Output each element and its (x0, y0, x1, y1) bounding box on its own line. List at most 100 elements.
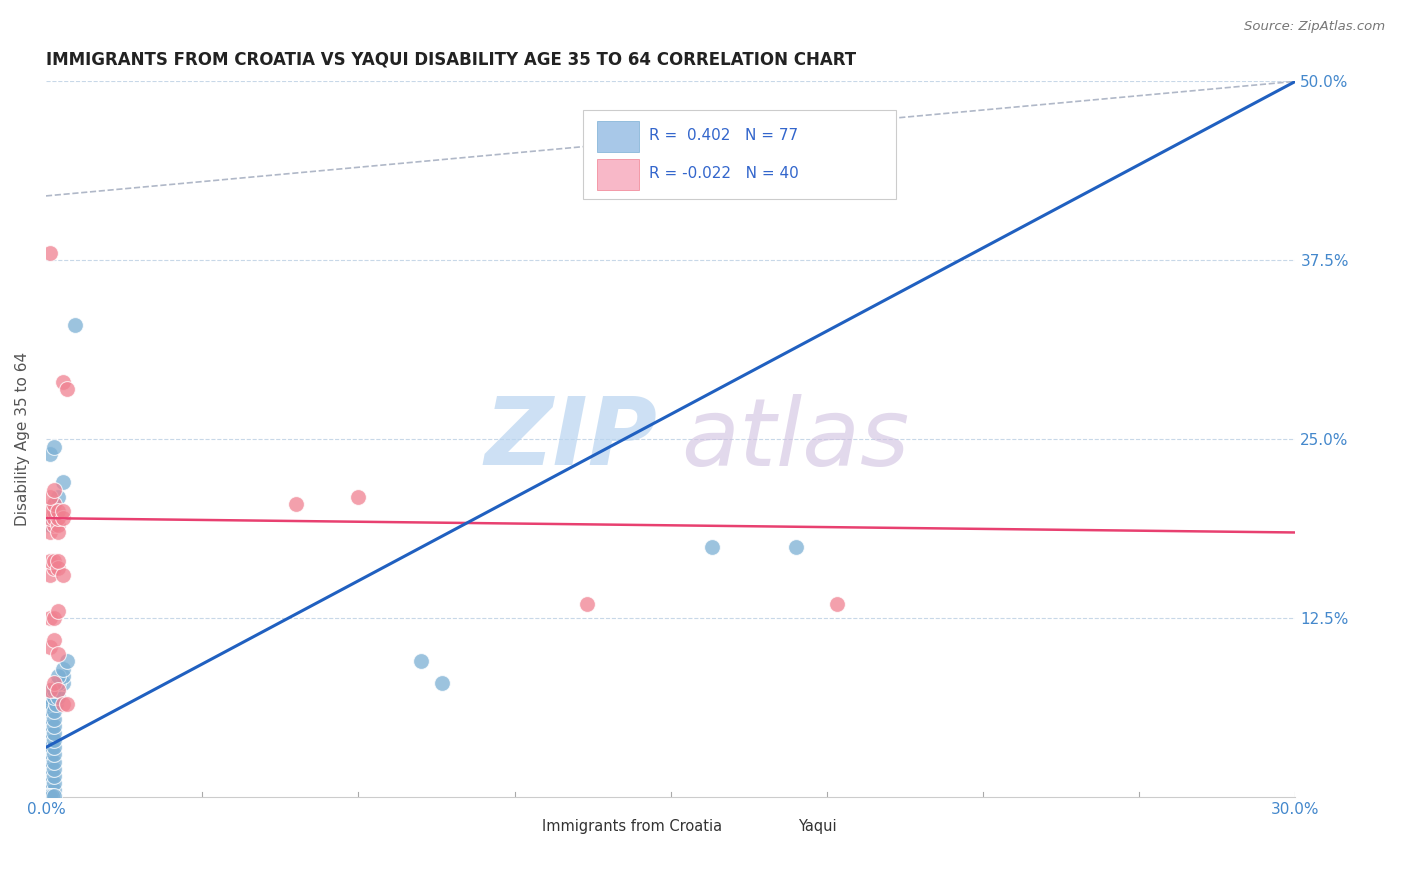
Point (41, 769, 63, 783)
Point (37, 747, 59, 762)
Point (39, 762, 62, 776)
Point (52, 676, 75, 690)
Point (44, 683, 66, 698)
Point (48, 683, 70, 698)
Point (56, 654, 79, 668)
Point (52, 475, 75, 490)
Point (39, 733, 62, 747)
Point (52, 669, 75, 683)
Point (430, 676, 453, 690)
Point (52, 568, 75, 582)
Point (48, 683, 70, 698)
Text: Yaqui: Yaqui (799, 819, 837, 833)
Point (45, 698, 67, 712)
Text: atlas: atlas (682, 394, 910, 485)
Point (48, 561, 70, 575)
Point (52, 698, 75, 712)
Point (44, 561, 66, 575)
Text: Immigrants from Croatia: Immigrants from Croatia (543, 819, 723, 833)
Point (41, 747, 63, 762)
Point (39, 683, 62, 698)
Point (39, 712, 62, 726)
Point (39, 447, 62, 461)
Point (52, 661, 75, 675)
Point (702, 540, 724, 554)
Point (41, 740, 63, 755)
Point (41, 705, 63, 719)
Point (44, 690, 66, 705)
Point (284, 497, 307, 511)
Point (37, 755, 59, 769)
Point (39, 246, 62, 260)
Point (39, 705, 62, 719)
Point (37, 719, 59, 733)
Point (56, 382, 79, 396)
FancyBboxPatch shape (583, 110, 896, 200)
Point (48, 676, 70, 690)
Point (44, 497, 66, 511)
Point (44, 789, 66, 803)
Point (44, 776, 66, 790)
Point (347, 490, 370, 504)
Point (48, 504, 70, 518)
Point (52, 511, 75, 525)
Point (39, 769, 62, 783)
Point (44, 518, 66, 533)
Point (44, 705, 66, 719)
Point (41, 733, 63, 747)
Point (41, 698, 63, 712)
Point (48, 554, 70, 568)
Point (37, 733, 59, 747)
Point (827, 597, 849, 611)
Text: ZIP: ZIP (484, 393, 657, 485)
Y-axis label: Disability Age 35 to 64: Disability Age 35 to 64 (15, 352, 30, 526)
FancyBboxPatch shape (598, 120, 640, 153)
Point (44, 511, 66, 525)
Point (44, 440, 66, 454)
Point (39, 789, 62, 803)
Point (37, 789, 59, 803)
Point (44, 632, 66, 647)
Point (41, 755, 63, 769)
Point (37, 712, 59, 726)
Point (41, 789, 63, 803)
Point (39, 504, 62, 518)
Point (37, 769, 59, 783)
Point (41, 783, 63, 797)
Point (44, 483, 66, 497)
Point (39, 690, 62, 705)
Point (39, 490, 62, 504)
Point (48, 490, 70, 504)
Point (41, 719, 63, 733)
Point (52, 504, 75, 518)
Text: R =  0.402   N = 77: R = 0.402 N = 77 (650, 128, 799, 143)
FancyBboxPatch shape (494, 814, 536, 838)
Point (37, 740, 59, 755)
Point (39, 726, 62, 740)
Point (409, 654, 432, 668)
Point (44, 504, 66, 518)
Point (39, 719, 62, 733)
Point (44, 712, 66, 726)
Point (39, 568, 62, 582)
Point (41, 776, 63, 790)
Point (44, 554, 66, 568)
Point (44, 740, 66, 755)
FancyBboxPatch shape (598, 159, 640, 190)
Point (39, 747, 62, 762)
Point (44, 726, 66, 740)
Point (39, 783, 62, 797)
Point (39, 640, 62, 654)
Point (44, 497, 66, 511)
Point (48, 647, 70, 661)
Point (44, 719, 66, 733)
Point (39, 755, 62, 769)
Point (48, 511, 70, 525)
Text: Source: ZipAtlas.com: Source: ZipAtlas.com (1244, 20, 1385, 33)
Point (37, 726, 59, 740)
Point (44, 733, 66, 747)
Point (44, 611, 66, 625)
Point (576, 597, 599, 611)
Point (37, 762, 59, 776)
Point (37, 705, 59, 719)
